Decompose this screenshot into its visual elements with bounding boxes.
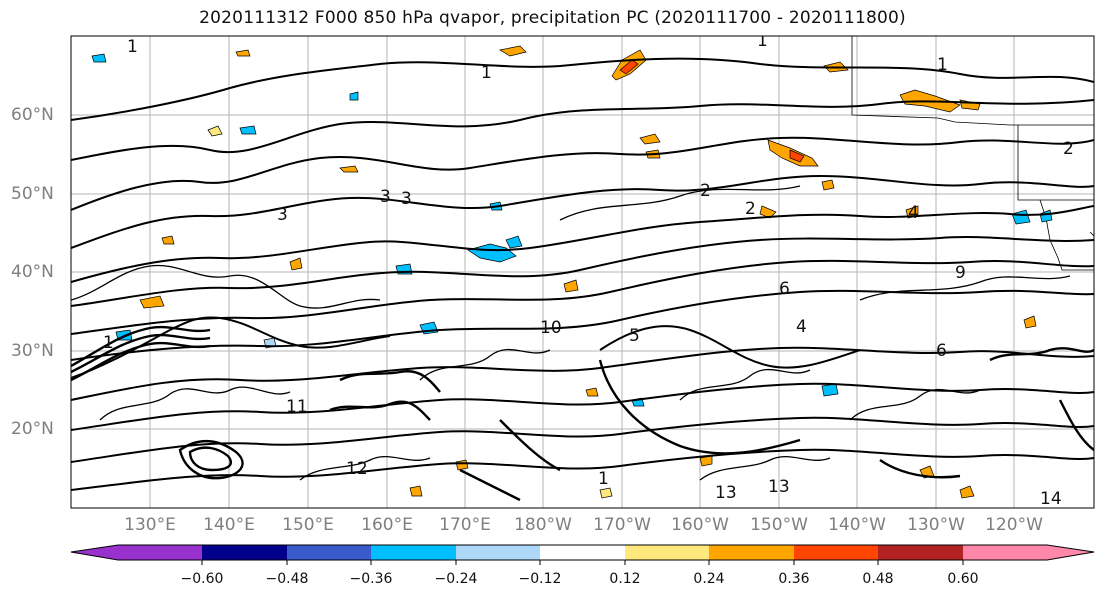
gridlines	[71, 36, 1094, 508]
contour-label: 3	[277, 205, 288, 225]
contour-label: 2	[745, 199, 756, 219]
contour-label: 5	[629, 326, 640, 346]
contour-label: 6	[779, 279, 790, 299]
map-frame	[70, 35, 1095, 509]
lon-label: 150°W	[750, 515, 808, 535]
lat-label: 20°N	[11, 419, 54, 439]
contour-label: 1	[757, 31, 768, 51]
qvapor-contours-dense	[71, 325, 1094, 502]
lon-label: 140°E	[203, 515, 255, 535]
contour-label: 13	[715, 483, 737, 503]
contour-label: 9	[955, 263, 966, 283]
contour-label: 1	[937, 55, 948, 75]
contour-label: 3	[401, 189, 412, 209]
colorbar-tick-label: 0.24	[693, 571, 725, 587]
map-title: 2020111312 F000 850 hPa qvapor, precipit…	[199, 8, 906, 28]
contour-label: 1	[598, 469, 609, 489]
contour-label: 2	[1063, 139, 1074, 159]
lon-label: 150°E	[282, 515, 334, 535]
lon-label: 140°W	[828, 515, 886, 535]
colorbar-tick-label: 0.60	[947, 571, 979, 587]
contour-label: 13	[768, 477, 790, 497]
lon-label: 120°W	[985, 515, 1043, 535]
contour-label: 11	[286, 397, 308, 417]
lon-label: 170°E	[439, 515, 491, 535]
contour-label: 2	[700, 181, 711, 201]
colorbar-tick-label: 0.48	[862, 571, 894, 587]
contour-label: 6	[936, 341, 947, 361]
lon-label: 130°W	[907, 515, 965, 535]
contour-label: 1	[481, 63, 492, 83]
contour-label: 1	[103, 333, 114, 353]
lon-label: 160°E	[361, 515, 413, 535]
colorbar-tick-label: −0.36	[349, 571, 393, 587]
colorbar-tick-label: −0.12	[518, 571, 562, 587]
lon-label: 180°W	[514, 515, 572, 535]
contour-label: 4	[908, 203, 919, 223]
colorbar-tick-label: −0.24	[434, 571, 478, 587]
colorbar-tick-label: −0.60	[180, 571, 224, 587]
qvapor-contours-thin	[71, 185, 1071, 481]
contour-labels: 1 1 1 1 1 1 2 2 2 3 3 3 4 4 5 6 6 9 10 1…	[103, 31, 1074, 509]
contour-label: 10	[540, 318, 562, 338]
contour-label: 1	[127, 37, 138, 57]
lon-label: 160°W	[671, 515, 729, 535]
colorbar-tick-label: 0.12	[609, 571, 641, 587]
contour-label: 4	[796, 317, 807, 337]
lon-label: 130°E	[124, 515, 176, 535]
contour-label: 12	[346, 459, 368, 479]
lat-label: 60°N	[11, 105, 54, 125]
colorbar-tick-label: −0.48	[265, 571, 309, 587]
lat-label: 40°N	[11, 262, 54, 282]
qvapor-contours	[71, 57, 1094, 491]
contour-label: 3	[380, 187, 391, 207]
lon-label: 170°W	[593, 515, 651, 535]
colorbar-tick-label: 0.36	[778, 571, 810, 587]
lat-label: 30°N	[11, 341, 54, 361]
lat-label: 50°N	[11, 184, 54, 204]
contour-label: 14	[1040, 489, 1062, 509]
